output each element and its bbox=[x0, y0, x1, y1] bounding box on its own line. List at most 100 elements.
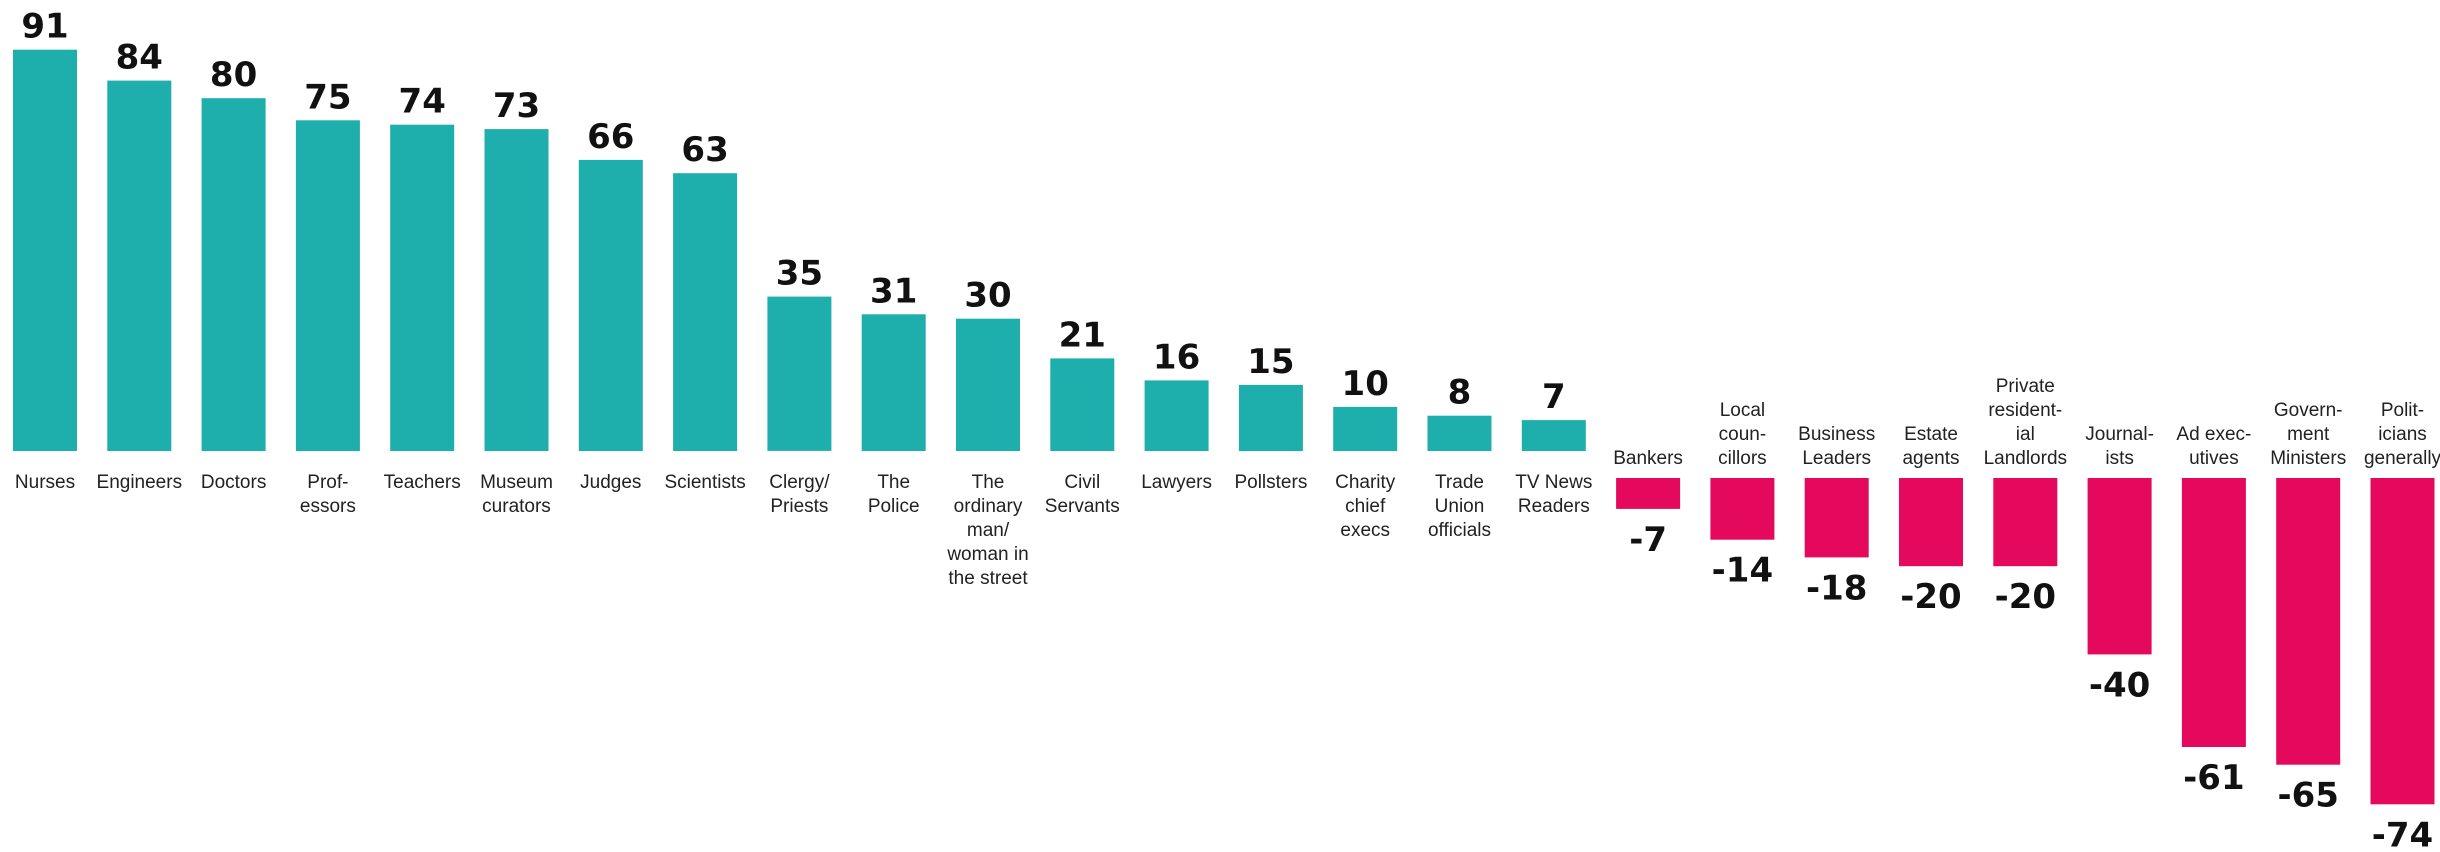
category-label: Estate agents bbox=[1902, 424, 1959, 469]
category-label-line: Ministers bbox=[2270, 448, 2346, 469]
category-label-line: Local bbox=[1720, 400, 1765, 421]
value-label: -20 bbox=[1900, 577, 1961, 617]
category-label-line: Trade bbox=[1435, 472, 1484, 493]
bar bbox=[861, 314, 926, 451]
category-label-line: utives bbox=[2189, 448, 2239, 469]
value-label: 21 bbox=[1059, 315, 1106, 355]
category-label-line: ordinary bbox=[954, 496, 1023, 517]
category-label-line: Doctors bbox=[201, 472, 266, 493]
category-label: Prof-essors bbox=[300, 472, 356, 517]
category-label-line: Prof- bbox=[307, 472, 348, 493]
category-label-line: essors bbox=[300, 496, 356, 517]
value-label: -20 bbox=[1995, 577, 2056, 617]
category-label-line: officials bbox=[1428, 520, 1491, 541]
category-label-line: The bbox=[877, 472, 910, 493]
bar bbox=[673, 173, 738, 451]
value-label: -7 bbox=[1629, 520, 1667, 560]
category-label-line: coun- bbox=[1719, 424, 1767, 445]
category-label-line: Civil bbox=[1064, 472, 1100, 493]
category-label-line: woman in bbox=[946, 544, 1028, 565]
category-label-line: Bankers bbox=[1613, 448, 1683, 469]
category-label: Doctors bbox=[201, 472, 266, 493]
category-label-line: Polit- bbox=[2381, 400, 2424, 421]
bar bbox=[1144, 380, 1209, 451]
category-label-line: The bbox=[972, 472, 1005, 493]
category-label-line: Teachers bbox=[384, 472, 461, 493]
category-label: Journal-ists bbox=[2085, 424, 2154, 469]
category-label-line: ists bbox=[2105, 448, 2134, 469]
category-label: Ad exec-utives bbox=[2176, 424, 2251, 469]
category-label-line: Scientists bbox=[664, 472, 745, 493]
category-label: The ordinary man/woman in the street bbox=[946, 472, 1028, 589]
category-label-line: Business bbox=[1798, 424, 1875, 445]
value-label: 31 bbox=[870, 271, 917, 311]
category-label: Clergy/Priests bbox=[769, 472, 830, 517]
category-label-line: Nurses bbox=[15, 472, 75, 493]
bar bbox=[2370, 478, 2435, 805]
value-label: -14 bbox=[1712, 551, 1773, 591]
value-label: -74 bbox=[2372, 815, 2433, 852]
category-label-line: cillors bbox=[1718, 448, 1767, 469]
bar bbox=[295, 120, 360, 452]
category-label-line: chief bbox=[1345, 496, 1386, 517]
bar bbox=[2276, 478, 2341, 765]
category-label: Bankers bbox=[1613, 448, 1683, 469]
category-label: Scientists bbox=[664, 472, 745, 493]
category-label: Nurses bbox=[15, 472, 75, 493]
category-label: Teachers bbox=[384, 472, 461, 493]
category-label-line: generally bbox=[2364, 448, 2440, 469]
bar bbox=[1333, 406, 1398, 451]
category-label-line: Govern- bbox=[2274, 400, 2343, 421]
category-label-line: Estate bbox=[1904, 424, 1958, 445]
value-label: 66 bbox=[587, 117, 634, 157]
category-label: Polit-icians generally bbox=[2364, 400, 2440, 469]
value-label: 75 bbox=[304, 77, 351, 117]
category-label: Trade Union officials bbox=[1428, 472, 1491, 541]
category-label-line: Engineers bbox=[97, 472, 183, 493]
bar bbox=[1238, 384, 1303, 452]
category-label: Lawyers bbox=[1141, 472, 1212, 493]
bar bbox=[1616, 478, 1681, 509]
bar bbox=[107, 80, 172, 451]
value-label: 15 bbox=[1247, 342, 1294, 382]
bar bbox=[2181, 478, 2246, 747]
bar bbox=[2087, 478, 2152, 655]
value-label: 91 bbox=[21, 7, 68, 47]
value-label: -40 bbox=[2089, 665, 2150, 705]
bar bbox=[1427, 415, 1492, 451]
category-label: The Police bbox=[868, 472, 920, 517]
category-label: Civil Servants bbox=[1045, 472, 1120, 517]
value-label: 35 bbox=[776, 254, 823, 294]
bar bbox=[1899, 478, 1963, 567]
bar bbox=[767, 296, 832, 451]
category-label-line: execs bbox=[1340, 520, 1390, 541]
category-label-line: ial bbox=[2016, 424, 2035, 445]
bar bbox=[390, 124, 455, 451]
category-label-line: Landlords bbox=[1984, 448, 2067, 469]
category-label-line: Pollsters bbox=[1234, 472, 1307, 493]
category-label-line: Priests bbox=[770, 496, 828, 517]
category-label-line: resident- bbox=[1988, 400, 2062, 421]
bar bbox=[956, 318, 1020, 451]
category-label: TV News Readers bbox=[1515, 472, 1592, 517]
category-label-line: Union bbox=[1435, 496, 1485, 517]
bar bbox=[1521, 420, 1586, 451]
value-label: 63 bbox=[681, 130, 728, 170]
category-label-line: Clergy/ bbox=[769, 472, 830, 493]
category-label: Pollsters bbox=[1234, 472, 1307, 493]
bar bbox=[201, 98, 266, 451]
category-label: Private resident-ial Landlords bbox=[1984, 376, 2067, 469]
value-label: 73 bbox=[493, 86, 540, 126]
category-label-line: Lawyers bbox=[1141, 472, 1212, 493]
category-label-line: Museum bbox=[480, 472, 553, 493]
value-label: 10 bbox=[1342, 364, 1389, 404]
category-label-line: Readers bbox=[1518, 496, 1590, 517]
category-label-line: the street bbox=[948, 568, 1028, 589]
value-label: 30 bbox=[964, 276, 1011, 316]
bar bbox=[1993, 478, 2058, 567]
value-label: 80 bbox=[210, 55, 257, 95]
category-label-line: agents bbox=[1902, 448, 1959, 469]
bar bbox=[578, 159, 643, 451]
category-label: Museum curators bbox=[480, 472, 553, 517]
